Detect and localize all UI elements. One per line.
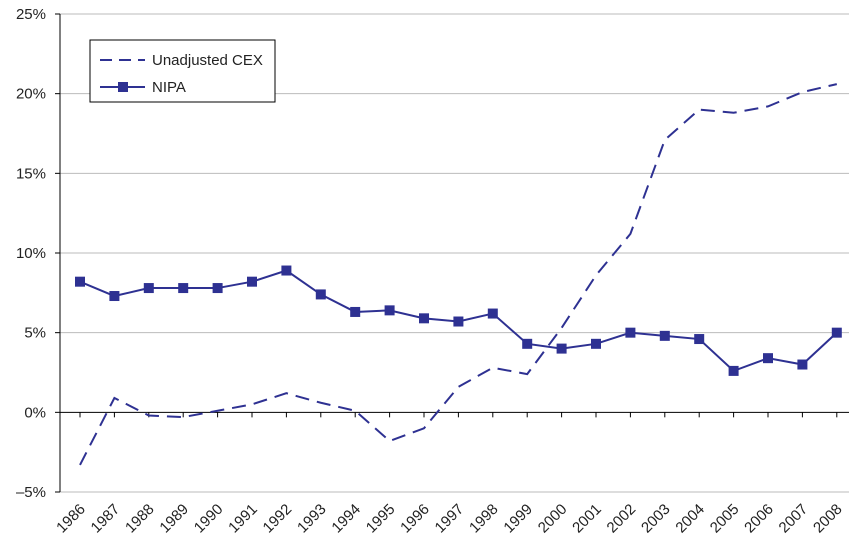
x-tick-label: 2005 — [707, 501, 743, 537]
y-tick-label: 25% — [16, 6, 46, 23]
marker — [212, 283, 223, 294]
marker — [522, 338, 533, 349]
x-tick-label: 2008 — [810, 501, 846, 537]
marker — [659, 330, 670, 341]
x-tick-label: 1993 — [294, 501, 330, 537]
x-tick-label: 1995 — [363, 501, 399, 537]
legend-label: Unadjusted CEX — [152, 52, 263, 69]
marker — [419, 313, 429, 324]
x-tick-label: 1997 — [432, 501, 468, 537]
y-tick-label: 5% — [24, 325, 46, 342]
marker — [728, 365, 739, 376]
x-tick-label: 1991 — [225, 501, 261, 537]
legend-marker — [118, 82, 128, 92]
x-tick-label: 2000 — [535, 501, 571, 537]
marker — [109, 291, 120, 302]
x-tick-label: 2001 — [569, 501, 605, 537]
marker — [625, 327, 636, 338]
x-tick-label: 2004 — [672, 501, 708, 537]
x-tick-label: 1994 — [328, 501, 364, 537]
marker — [75, 276, 85, 287]
x-tick-label: 2002 — [604, 501, 640, 537]
x-tick-label: 2003 — [638, 501, 674, 537]
x-tick-label: 1996 — [397, 501, 433, 537]
x-tick-label: 1988 — [122, 501, 158, 537]
y-tick-label: 0% — [24, 404, 46, 421]
marker — [247, 276, 257, 287]
marker — [763, 353, 773, 364]
x-tick-label: 1989 — [156, 501, 192, 537]
marker — [831, 327, 842, 338]
marker — [453, 316, 464, 327]
x-tick-label: 1992 — [260, 501, 296, 537]
marker — [281, 265, 292, 276]
marker — [487, 308, 498, 319]
x-tick-label: 1998 — [466, 501, 502, 537]
x-tick-label: 1986 — [53, 501, 89, 537]
marker — [178, 283, 189, 294]
x-tick-label: 1999 — [500, 501, 536, 537]
x-tick-label: 1987 — [88, 501, 124, 537]
y-tick-label: 20% — [16, 86, 46, 103]
marker — [315, 289, 326, 300]
y-tick-label: 15% — [16, 165, 46, 182]
y-tick-label: –5% — [16, 484, 46, 501]
marker — [694, 334, 705, 345]
y-tick-label: 10% — [16, 245, 46, 262]
x-tick-label: 2006 — [741, 501, 777, 537]
x-tick-label: 1990 — [191, 501, 227, 537]
x-tick-label: 2007 — [776, 501, 812, 537]
series-line — [79, 83, 838, 466]
marker — [143, 283, 154, 294]
marker — [797, 359, 808, 370]
marker — [591, 338, 601, 349]
legend-label: NIPA — [152, 79, 186, 96]
marker — [350, 306, 361, 317]
marker — [384, 305, 395, 316]
marker — [556, 343, 567, 354]
